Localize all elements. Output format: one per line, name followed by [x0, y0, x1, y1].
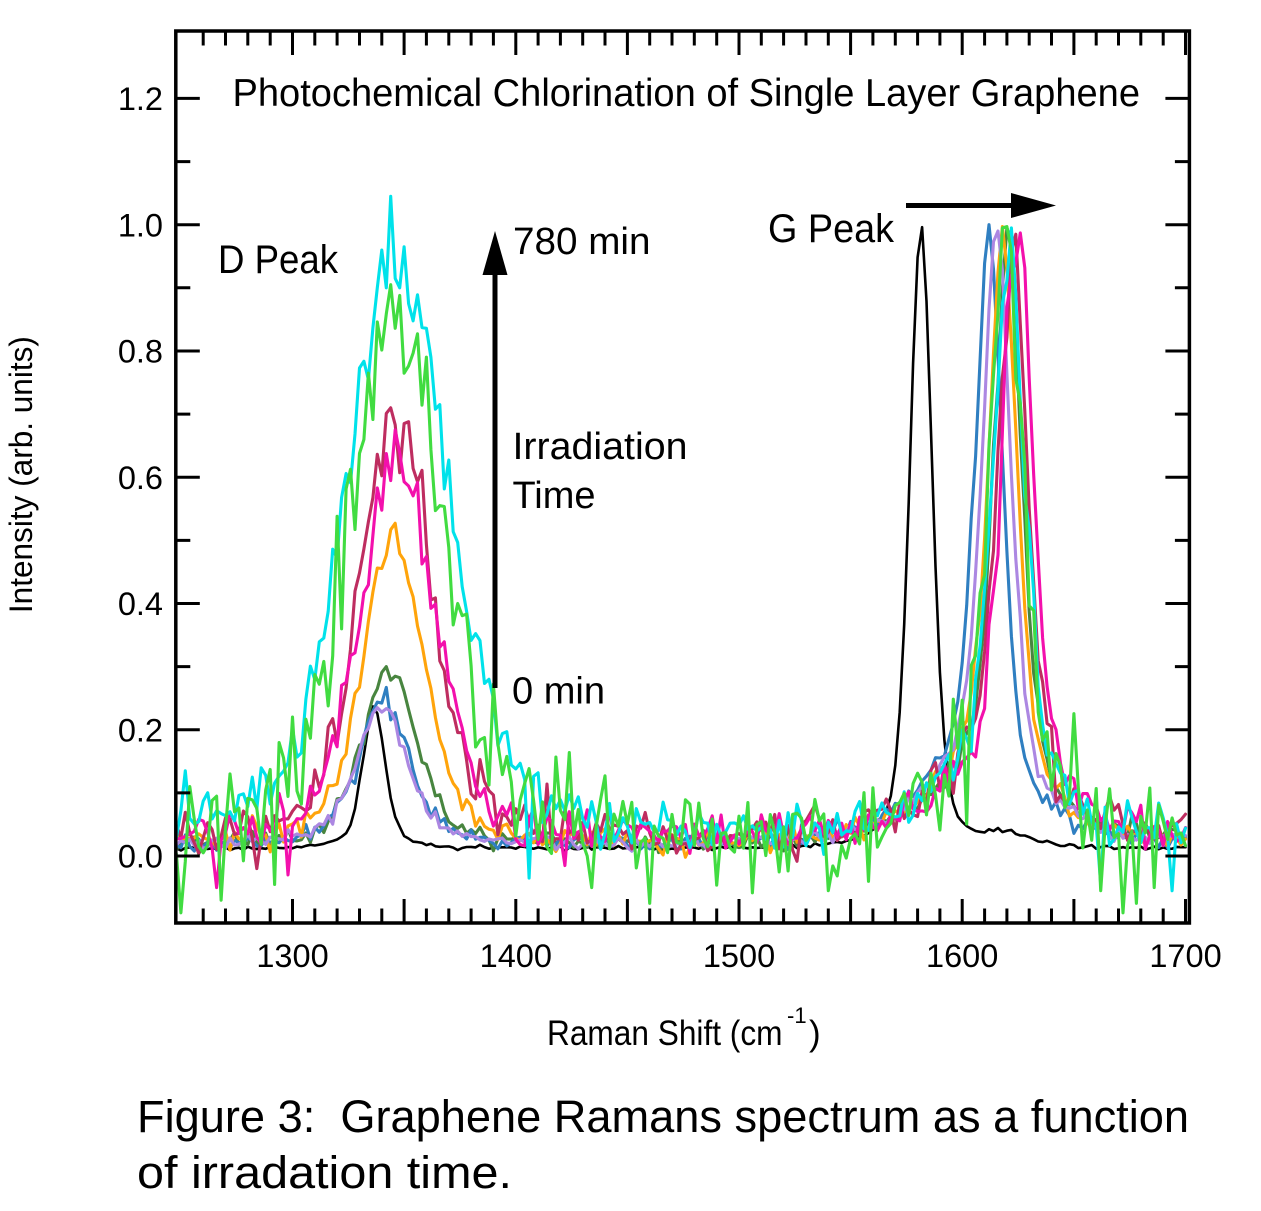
svg-text:Figure 3: Graphene Ramans spe: Figure 3: Graphene Ramans spectrum as a …	[137, 1091, 1189, 1142]
svg-text:0.6: 0.6	[118, 460, 163, 496]
svg-text:0.8: 0.8	[118, 334, 163, 370]
svg-text:Intensity (arb. units): Intensity (arb. units)	[3, 336, 39, 613]
svg-text:Photochemical Chlorination of: Photochemical Chlorination of Single Lay…	[233, 72, 1141, 115]
svg-text:G Peak: G Peak	[768, 207, 895, 251]
svg-text:0.0: 0.0	[118, 839, 163, 875]
svg-text:): )	[809, 1014, 821, 1053]
svg-text:780 min: 780 min	[513, 221, 651, 263]
svg-text:1.2: 1.2	[118, 81, 163, 117]
svg-text:D Peak: D Peak	[218, 238, 339, 282]
svg-text:Time: Time	[513, 475, 596, 517]
svg-text:of irradation time.: of irradation time.	[137, 1147, 512, 1198]
svg-text:1300: 1300	[256, 938, 328, 974]
svg-text:1.0: 1.0	[118, 207, 163, 243]
svg-text:-1: -1	[787, 1003, 807, 1028]
svg-text:1500: 1500	[703, 938, 775, 974]
svg-text:1400: 1400	[480, 938, 552, 974]
svg-text:Irradiation: Irradiation	[513, 426, 688, 468]
svg-text:0.4: 0.4	[118, 586, 163, 622]
svg-text:0.2: 0.2	[118, 712, 163, 748]
svg-text:1600: 1600	[926, 938, 998, 974]
svg-text:Raman Shift (cm: Raman Shift (cm	[547, 1014, 783, 1053]
svg-text:0 min: 0 min	[512, 671, 605, 713]
svg-text:1700: 1700	[1149, 938, 1221, 974]
